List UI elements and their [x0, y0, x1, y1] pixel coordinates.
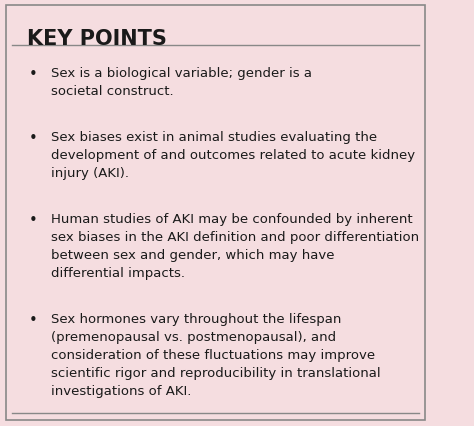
Text: •: •: [29, 130, 38, 145]
Text: •: •: [29, 312, 38, 328]
Text: Sex hormones vary throughout the lifespan
(premenopausal vs. postmenopausal), an: Sex hormones vary throughout the lifespa…: [51, 312, 380, 397]
Text: •: •: [29, 213, 38, 228]
Text: Sex biases exist in animal studies evaluating the
development of and outcomes re: Sex biases exist in animal studies evalu…: [51, 130, 415, 179]
Text: Human studies of AKI may be confounded by inherent
sex biases in the AKI definit: Human studies of AKI may be confounded b…: [51, 213, 419, 280]
Text: •: •: [29, 67, 38, 82]
FancyBboxPatch shape: [6, 6, 425, 420]
Text: Sex is a biological variable; gender is a
societal construct.: Sex is a biological variable; gender is …: [51, 67, 311, 98]
Text: KEY POINTS: KEY POINTS: [27, 29, 167, 49]
